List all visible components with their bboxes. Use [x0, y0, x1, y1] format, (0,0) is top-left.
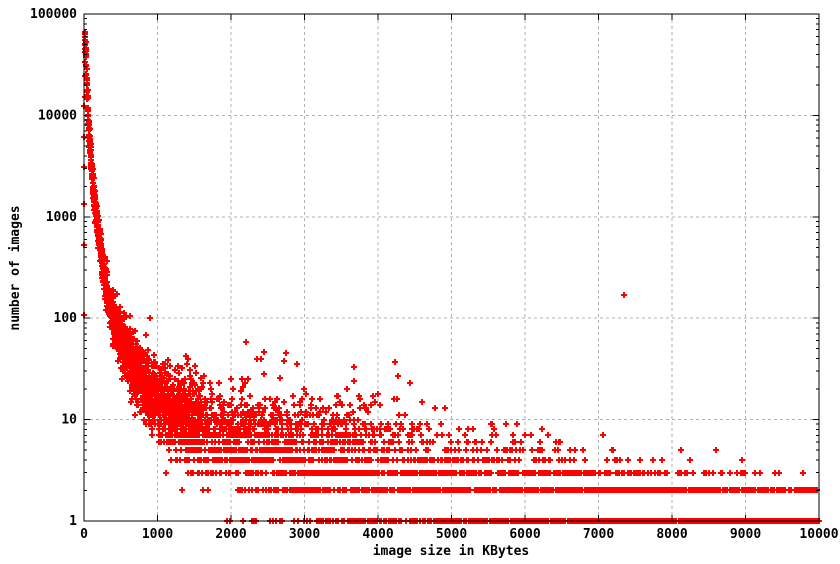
- y-axis-label: number of images: [8, 205, 23, 330]
- data-points: [81, 29, 822, 524]
- x-tick-label: 4000: [362, 527, 393, 542]
- x-tick-label: 6000: [509, 527, 540, 542]
- y-tick-label: 1: [69, 514, 77, 529]
- x-tick-label: 0: [80, 527, 88, 542]
- y-tick-label: 10000: [38, 108, 77, 123]
- x-tick-label: 3000: [289, 527, 320, 542]
- x-tick-label: 2000: [215, 527, 246, 542]
- x-tick-label: 5000: [436, 527, 467, 542]
- y-tick-label: 100000: [30, 7, 77, 22]
- x-tick-label: 7000: [583, 527, 614, 542]
- y-tick-label: 10: [61, 413, 77, 428]
- y-tick-label: 1000: [46, 210, 77, 225]
- x-axis-label: image size in KBytes: [373, 544, 530, 559]
- y-tick-label: 100: [54, 311, 78, 326]
- axes: [83, 13, 820, 522]
- x-tick-label: 9000: [730, 527, 761, 542]
- x-tick-label: 10000: [799, 527, 838, 542]
- x-tick-label: 1000: [142, 527, 173, 542]
- x-tick-label: 8000: [656, 527, 687, 542]
- y-tick-labels: 1 10 100 1000 10000 100000: [30, 7, 77, 529]
- grid-lines: [84, 14, 819, 521]
- x-tick-labels: 0 1000 2000 3000 4000 5000 6000 7000 8000 9000 100…: [80, 527, 839, 542]
